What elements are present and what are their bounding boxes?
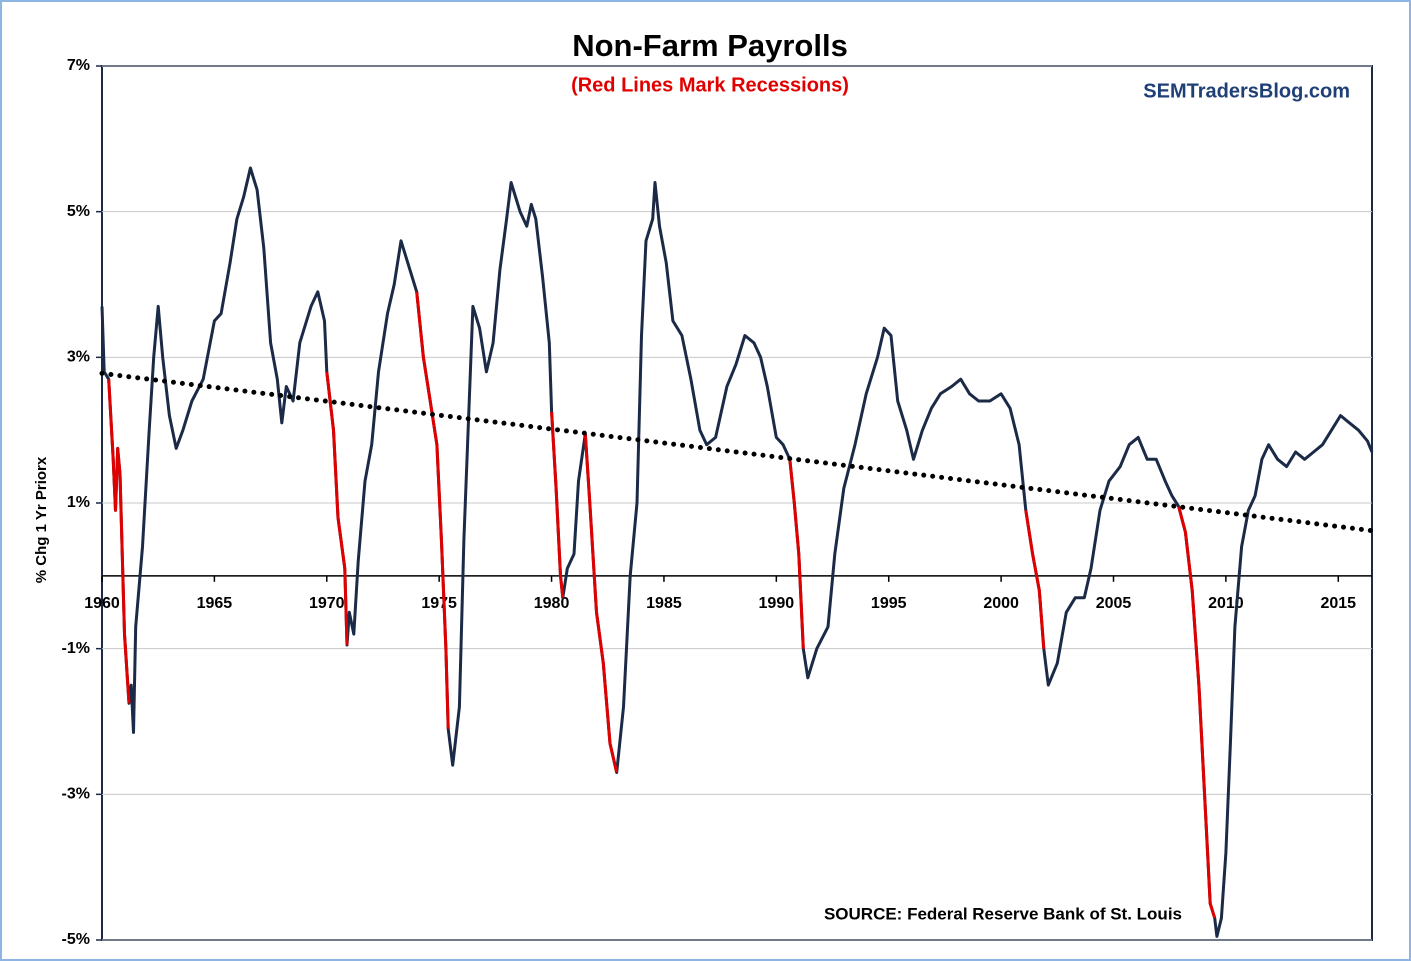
- chart-title: Non-Farm Payrolls: [572, 28, 848, 63]
- x-tick-label: 2015: [1320, 595, 1356, 612]
- x-tick-label: 2000: [983, 595, 1019, 612]
- x-tick-label: 1975: [421, 595, 457, 612]
- x-tick-label: 1960: [84, 595, 120, 612]
- chart-subtitle: (Red Lines Mark Recessions): [571, 74, 849, 96]
- series-line: [100, 166, 1374, 938]
- y-tick-label: 3%: [67, 349, 90, 366]
- y-tick-label: 1%: [67, 494, 90, 511]
- trend-line: [99, 370, 1375, 534]
- x-tick-label: 1985: [646, 595, 682, 612]
- x-tick-label: 1980: [534, 595, 570, 612]
- y-tick-label: -5%: [62, 931, 90, 948]
- x-tick-label: 1965: [197, 595, 233, 612]
- source-note: SOURCE: Federal Reserve Bank of St. Loui…: [824, 904, 1182, 923]
- y-axis-label: % Chg 1 Yr Priorx: [33, 456, 50, 583]
- y-tick-label: -1%: [62, 640, 90, 657]
- x-tick-label: 1970: [309, 595, 345, 612]
- x-tick-label: 2005: [1096, 595, 1132, 612]
- y-tick-label: 7%: [67, 57, 90, 74]
- y-tick-label: -3%: [62, 786, 90, 803]
- x-tick-label: 2010: [1208, 595, 1244, 612]
- series-line: [107, 291, 1217, 919]
- x-tick-label: 1995: [871, 595, 907, 612]
- x-tick-label: 1990: [759, 595, 795, 612]
- y-tick-label: 5%: [67, 203, 90, 220]
- watermark: SEMTradersBlog.com: [1143, 80, 1350, 102]
